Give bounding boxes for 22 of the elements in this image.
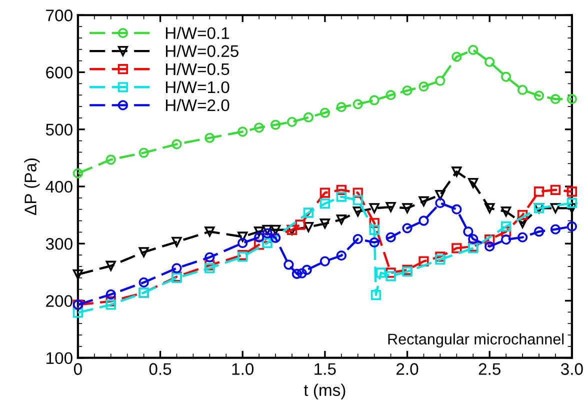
legend-label: H/W=1.0 bbox=[166, 80, 230, 94]
x-tick-label: 1.0 bbox=[232, 363, 254, 375]
y-axis-title: ΔP (Pa) bbox=[24, 158, 40, 216]
x-tick-label: 0.5 bbox=[149, 363, 172, 375]
y-tick-label: 300 bbox=[46, 238, 72, 250]
legend-label: H/W=0.25 bbox=[166, 44, 238, 58]
x-tick-label: 1.5 bbox=[314, 363, 336, 375]
x-tick-label: 0 bbox=[74, 363, 82, 375]
legend-label: H/W=0.1 bbox=[166, 26, 230, 40]
y-tick-label: 500 bbox=[46, 124, 72, 136]
y-tick-label: 100 bbox=[46, 352, 72, 364]
x-tick-label: 3.0 bbox=[560, 363, 583, 375]
y-tick-label: 600 bbox=[46, 66, 72, 78]
x-tick-label: 2.5 bbox=[478, 363, 500, 375]
legend-label: H/W=0.5 bbox=[166, 62, 230, 76]
x-axis-title: t (ms) bbox=[304, 384, 346, 400]
x-tick-label: 2.0 bbox=[396, 363, 418, 375]
annotation: Rectangular microchannel bbox=[388, 333, 564, 348]
y-tick-label: 400 bbox=[46, 180, 72, 193]
y-tick-label: 700 bbox=[46, 10, 72, 22]
y-tick-label: 200 bbox=[46, 295, 72, 307]
legend-label: H/W=2.0 bbox=[166, 98, 230, 112]
